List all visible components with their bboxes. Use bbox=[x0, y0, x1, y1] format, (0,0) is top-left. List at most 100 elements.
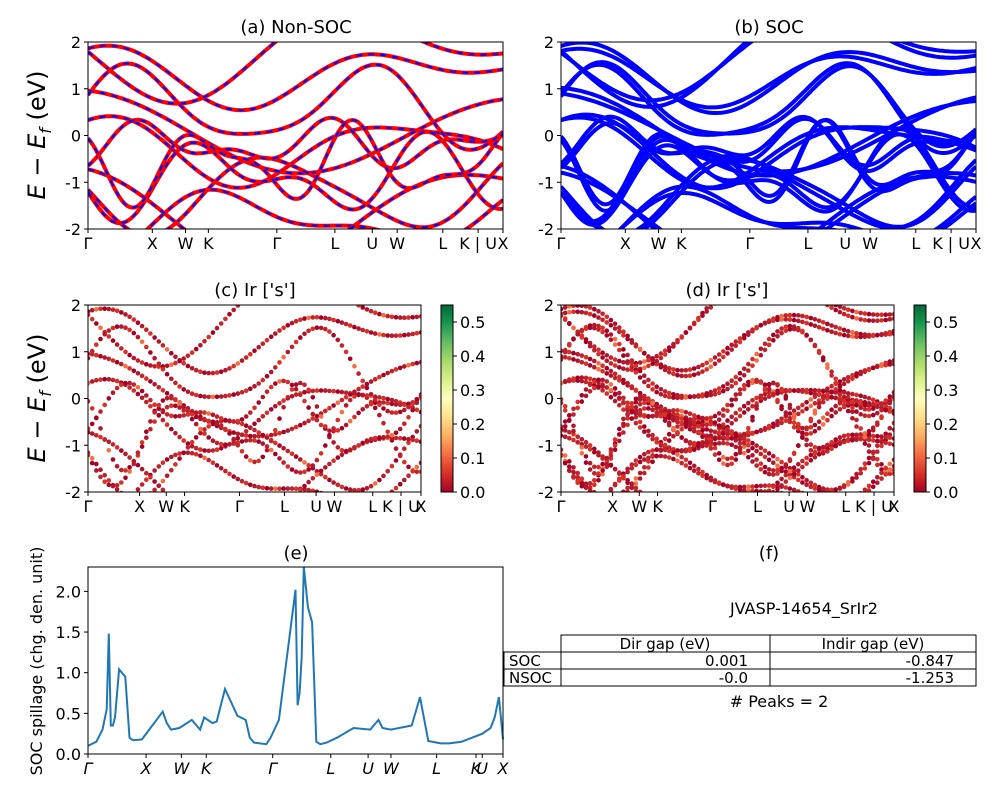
band-point bbox=[866, 437, 872, 443]
band-point bbox=[381, 406, 386, 411]
band-point bbox=[562, 424, 568, 429]
band-point bbox=[252, 433, 257, 439]
panel-c-points bbox=[88, 305, 421, 492]
band-point bbox=[281, 429, 286, 435]
band-point bbox=[393, 485, 399, 491]
band-point bbox=[360, 305, 366, 310]
band-point bbox=[850, 308, 855, 314]
band-point bbox=[771, 472, 776, 477]
band-point bbox=[812, 451, 818, 456]
band-point bbox=[800, 435, 805, 440]
band-point bbox=[114, 483, 120, 488]
band-point bbox=[381, 372, 386, 378]
band-point bbox=[418, 469, 421, 475]
band-point bbox=[323, 424, 328, 429]
band-point bbox=[654, 413, 659, 419]
band-point bbox=[177, 451, 182, 456]
band-point bbox=[206, 457, 211, 463]
band-point bbox=[114, 487, 120, 492]
band-point bbox=[637, 411, 643, 416]
band-point bbox=[110, 377, 116, 383]
band-point bbox=[687, 440, 693, 445]
band-point bbox=[750, 403, 755, 409]
band-point bbox=[596, 361, 601, 366]
band-point bbox=[223, 442, 228, 447]
band-point bbox=[737, 391, 743, 397]
band-point bbox=[248, 482, 253, 488]
band-point bbox=[662, 436, 668, 442]
band-point bbox=[135, 462, 141, 468]
band-point bbox=[637, 391, 643, 396]
band-point bbox=[289, 344, 295, 350]
band-point bbox=[298, 470, 303, 475]
band-point bbox=[592, 471, 597, 476]
band-point bbox=[567, 468, 572, 474]
band-point bbox=[110, 442, 116, 447]
band-point bbox=[879, 363, 884, 369]
band-point bbox=[360, 407, 366, 412]
panel-f: (f) JVASP-14654_SrIr2 Dir gap (eV) Indir… bbox=[503, 543, 977, 711]
band-point bbox=[737, 387, 743, 392]
band-point bbox=[88, 312, 91, 318]
band-point bbox=[177, 405, 182, 410]
band-point bbox=[600, 377, 605, 383]
band-point bbox=[256, 400, 261, 405]
band-point bbox=[787, 317, 793, 322]
band-point bbox=[850, 438, 855, 443]
band-point bbox=[612, 466, 618, 472]
band-point bbox=[837, 331, 843, 337]
band-point bbox=[327, 428, 332, 433]
band-point bbox=[646, 406, 651, 411]
band-point bbox=[721, 384, 726, 389]
band-point bbox=[148, 404, 153, 409]
band-point bbox=[131, 382, 137, 387]
band-point bbox=[89, 460, 95, 466]
band-point bbox=[314, 325, 320, 330]
band-point bbox=[94, 415, 99, 420]
band-point bbox=[783, 485, 789, 490]
band-point bbox=[671, 447, 676, 452]
band-point bbox=[854, 471, 859, 477]
band-point bbox=[733, 343, 739, 349]
band-point bbox=[135, 334, 141, 340]
band-point bbox=[696, 371, 701, 376]
band-point bbox=[256, 434, 261, 439]
band-point bbox=[273, 440, 278, 446]
band-point bbox=[716, 451, 722, 456]
band-point bbox=[800, 313, 805, 319]
band-point bbox=[725, 427, 730, 432]
band-point bbox=[600, 468, 605, 473]
band-point bbox=[737, 437, 743, 442]
band-point bbox=[587, 443, 593, 448]
band-point bbox=[891, 427, 894, 432]
band-point bbox=[654, 440, 659, 445]
band-point bbox=[741, 386, 747, 392]
band-point bbox=[177, 384, 182, 389]
band-point bbox=[410, 469, 416, 474]
band-point bbox=[775, 329, 780, 334]
band-point bbox=[571, 376, 576, 381]
band-point bbox=[252, 459, 257, 465]
band-line bbox=[88, 117, 503, 210]
band-point bbox=[829, 369, 834, 374]
band-point bbox=[704, 440, 709, 445]
band-point bbox=[621, 407, 626, 412]
band-point bbox=[389, 333, 395, 338]
colorbar-tick-label: 0.0 bbox=[933, 483, 958, 502]
band-point bbox=[323, 474, 328, 480]
band-point bbox=[883, 404, 888, 409]
band-point bbox=[754, 483, 759, 489]
band-point bbox=[762, 347, 768, 353]
y-tick-label: -1 bbox=[65, 436, 81, 455]
band-point bbox=[737, 413, 743, 419]
band-point bbox=[106, 482, 112, 488]
band-point bbox=[737, 407, 743, 412]
band-point bbox=[675, 416, 680, 421]
band-point bbox=[393, 435, 399, 441]
band-point bbox=[791, 465, 797, 470]
band-point bbox=[273, 427, 278, 433]
band-point bbox=[106, 448, 112, 453]
band-point bbox=[820, 444, 826, 450]
band-point bbox=[808, 452, 814, 458]
band-point bbox=[783, 418, 789, 424]
